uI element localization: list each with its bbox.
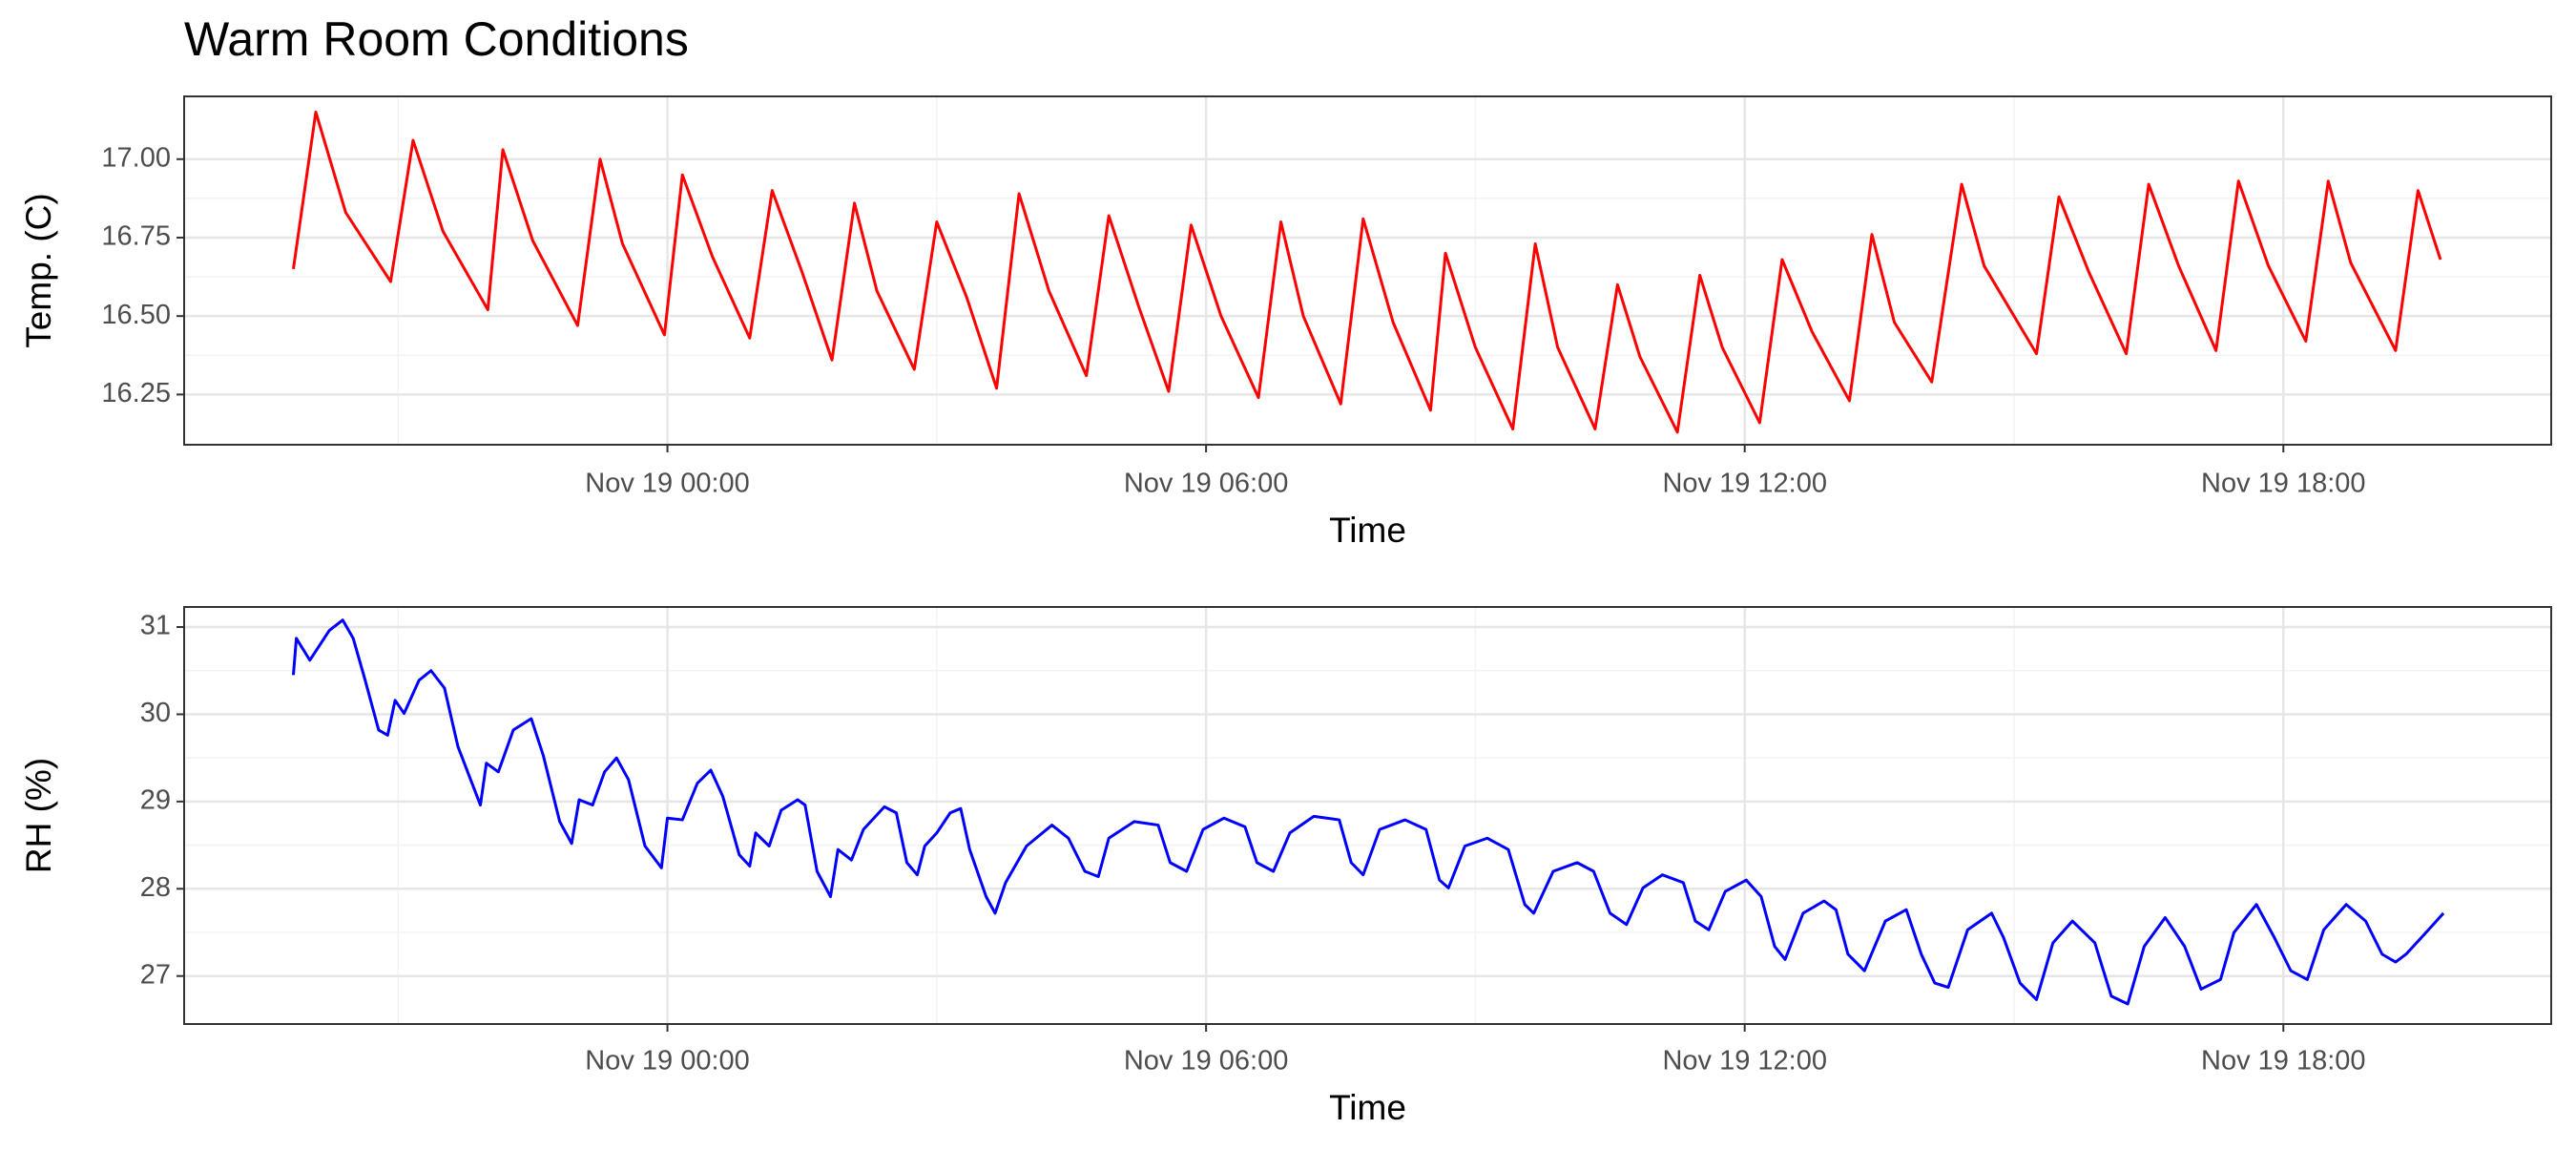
x-tick-label: Nov 19 06:00 xyxy=(1124,1046,1289,1077)
y-tick-label: 28 xyxy=(140,872,171,903)
y-tick-label: 29 xyxy=(140,785,171,816)
x-tick-label: Nov 19 00:00 xyxy=(585,469,750,499)
y-axis-title: Temp. (C) xyxy=(19,193,58,347)
x-tick-label: Nov 19 18:00 xyxy=(2201,1046,2366,1077)
x-tick-label: Nov 19 00:00 xyxy=(585,1046,750,1077)
x-tick-label: Nov 19 12:00 xyxy=(1662,1046,1827,1077)
x-tick-label: Nov 19 06:00 xyxy=(1124,469,1289,499)
data-line xyxy=(291,110,2442,434)
y-axis-title: RH (%) xyxy=(19,758,58,873)
y-tick-label: 17.00 xyxy=(101,142,171,173)
y-tick-label: 16.25 xyxy=(101,378,171,408)
data-line xyxy=(291,618,2445,1006)
x-axis-title: Time xyxy=(1329,511,1406,550)
panel-border xyxy=(183,606,2552,1025)
y-tick-label: 16.50 xyxy=(101,300,171,330)
y-tick-label: 30 xyxy=(140,698,171,728)
x-axis-title: Time xyxy=(1329,1088,1406,1127)
y-tick-label: 31 xyxy=(140,611,171,641)
chart-title: Warm Room Conditions xyxy=(184,12,689,66)
panel-border xyxy=(183,95,2552,446)
y-tick-label: 16.75 xyxy=(101,221,171,252)
y-tick-label: 27 xyxy=(140,959,171,990)
x-tick-label: Nov 19 18:00 xyxy=(2201,469,2366,499)
x-tick-label: Nov 19 12:00 xyxy=(1662,469,1827,499)
